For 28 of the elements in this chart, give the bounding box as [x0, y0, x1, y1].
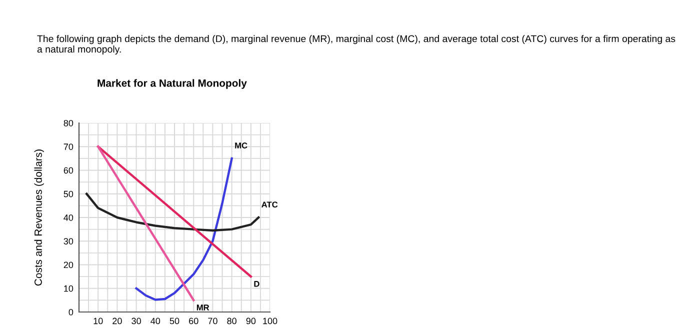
- text: The following graph depicts the demand (D), marginal revenue (MR), marginal cost (MC), and average total cost (ATC) curves for a firm operating as a natural monopoly.: [37, 35, 676, 55]
- x-tick-label: 70: [208, 318, 218, 324]
- x-tick-label: 100: [263, 318, 278, 324]
- y-tick-label: 50: [64, 190, 74, 198]
- y-tick-label: 30: [64, 238, 74, 244]
- y-axis-title: Costs and Revenues (dollars): [34, 150, 44, 286]
- y-tick-label: 80: [64, 120, 74, 126]
- y-tick-label: 20: [64, 262, 74, 268]
- y-tick-label: 40: [64, 214, 74, 221]
- series-label: D: [254, 281, 260, 287]
- line-series: [86, 192, 260, 232]
- y-tick-label: 70: [64, 144, 74, 150]
- series-label: ATC: [262, 202, 278, 208]
- chart-title: Market for a Natural Monopoly: [98, 79, 247, 89]
- series-label: MR: [196, 304, 210, 310]
- x-tick-label: 50: [170, 318, 180, 324]
- series-label: MC: [235, 142, 248, 148]
- x-tick-label: 40: [150, 318, 160, 324]
- x-tick-label: 20: [112, 318, 122, 324]
- x-tick-label: 10: [94, 318, 103, 324]
- x-tick-label: 80: [227, 318, 236, 324]
- x-tick-label: 60: [189, 318, 198, 324]
- x-tick-label: 90: [246, 318, 256, 324]
- y-tick-label: 60: [64, 167, 74, 174]
- y-tick-label: 10: [64, 285, 74, 292]
- x-tick-label: 30: [132, 318, 141, 324]
- line-series: [135, 157, 233, 301]
- y-tick-label: 0: [68, 308, 74, 316]
